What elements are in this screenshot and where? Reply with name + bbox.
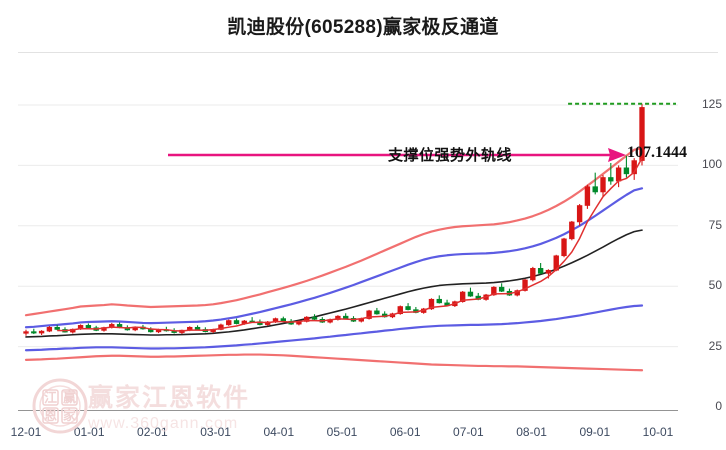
candlestick-series xyxy=(23,103,645,336)
x-axis-tick-label: 04-01 xyxy=(263,425,295,439)
gridlines xyxy=(18,104,678,348)
page-title: 凯迪股份(605288)赢家极反通道 xyxy=(227,17,499,38)
annotation-label: 支撑位强势外轨线 xyxy=(388,147,513,164)
y-axis-tick-label: 50 xyxy=(708,278,722,293)
x-axis-tick-label: 06-01 xyxy=(389,425,421,439)
logo-char-3: 家 xyxy=(63,408,77,423)
watermark-brand: 赢家江恩软件 xyxy=(88,384,251,412)
x-axis-tick-label: 07-01 xyxy=(453,425,484,439)
header-divider xyxy=(18,52,718,53)
fast-moving-average xyxy=(57,157,643,332)
watermark-url: www.360gann.com xyxy=(88,415,239,432)
logo-char-2: 恩 xyxy=(44,408,57,423)
x-axis-tick-label: 12-01 xyxy=(10,425,42,439)
x-axis-tick-label: 10-01 xyxy=(642,425,674,439)
logo-char-1: 赢 xyxy=(63,390,76,405)
y-axis-tick-label: 100 xyxy=(701,157,722,172)
x-axis-tick-label: 08-01 xyxy=(516,425,547,439)
x-axis-tick-label: 02-01 xyxy=(137,425,168,439)
chart-plot-area xyxy=(18,56,678,411)
annotation-arrow xyxy=(168,148,626,162)
y-axis-tick-label: 125 xyxy=(701,97,722,111)
logo-char-0: 江 xyxy=(44,390,57,405)
channel-bands xyxy=(24,147,644,372)
x-axis-tick-label: 05-01 xyxy=(326,425,358,439)
y-axis-tick-label: 75 xyxy=(708,217,722,232)
x-axis-tick-label: 01-01 xyxy=(73,425,105,439)
x-axis-tick-label: 09-01 xyxy=(579,425,611,439)
y-axis-tick-label: 0 xyxy=(715,399,722,413)
watermark-logo-icon: 江 赢 恩 家 xyxy=(32,378,88,434)
x-axis-tick-label: 03-01 xyxy=(200,425,231,439)
chart-canvas xyxy=(18,102,678,411)
y-axis-tick-label: 25 xyxy=(708,338,722,353)
annotation-value: 107.1444 xyxy=(627,144,687,161)
